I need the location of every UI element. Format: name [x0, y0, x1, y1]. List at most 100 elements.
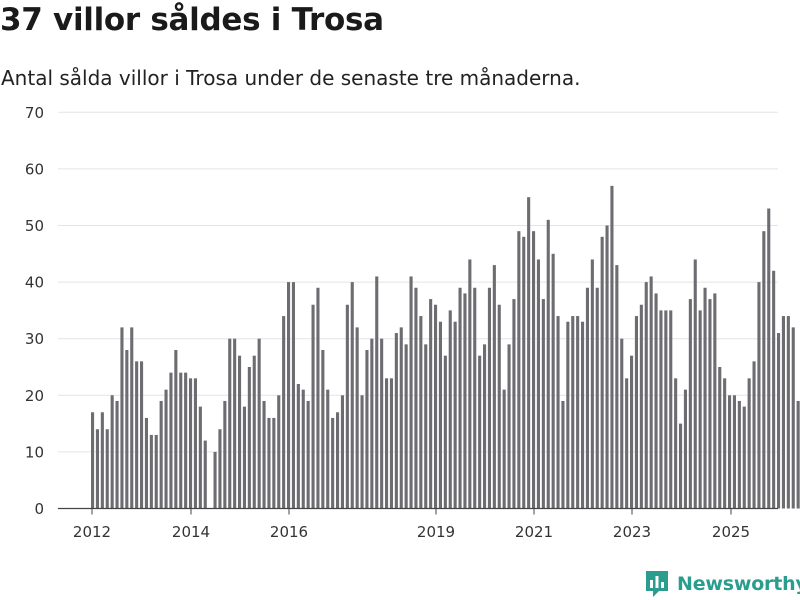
bar	[517, 231, 521, 509]
bar	[737, 400, 741, 509]
gridlines	[58, 111, 778, 453]
y-tick-label: 0	[34, 500, 44, 518]
bar	[551, 253, 555, 509]
bar	[556, 316, 560, 509]
x-tick-label: 2016	[270, 523, 308, 541]
bar	[144, 417, 148, 509]
bar	[777, 333, 781, 509]
bar	[218, 429, 222, 509]
bar	[620, 338, 624, 509]
newsworthy-icon	[646, 571, 668, 597]
bar	[336, 412, 340, 509]
bar	[340, 395, 344, 509]
bar	[453, 321, 457, 509]
bar	[536, 259, 540, 509]
bar	[223, 400, 227, 509]
bar	[345, 304, 349, 509]
bar	[198, 406, 202, 509]
x-tick-label: 2021	[515, 523, 553, 541]
bar	[630, 355, 634, 509]
bar	[571, 316, 575, 509]
bar	[625, 378, 629, 509]
y-tick-label: 50	[25, 217, 44, 235]
bar	[355, 327, 359, 509]
bar	[130, 327, 134, 509]
bar	[585, 287, 589, 509]
bar	[448, 310, 452, 509]
bar	[399, 327, 403, 509]
bar	[767, 208, 771, 509]
y-tick-label: 10	[25, 443, 44, 461]
bar	[713, 293, 717, 509]
bar	[189, 378, 193, 509]
bar	[791, 327, 795, 509]
bars	[91, 185, 800, 509]
bar	[527, 197, 531, 509]
bar	[649, 276, 653, 509]
bar	[546, 219, 550, 509]
bar	[301, 389, 305, 509]
bar	[174, 350, 178, 509]
bar	[473, 287, 477, 509]
bar	[193, 378, 197, 509]
chart-subtitle: Antal sålda villor i Trosa under de sena…	[1, 66, 581, 90]
bar	[135, 361, 139, 509]
y-tick-label: 20	[25, 387, 44, 405]
bar	[478, 355, 482, 509]
bar	[404, 344, 408, 509]
bar	[424, 344, 428, 509]
bar	[718, 367, 722, 509]
bar	[360, 395, 364, 509]
bar	[331, 417, 335, 509]
bar	[233, 338, 237, 509]
bar	[326, 389, 330, 509]
bar	[154, 434, 158, 509]
newsworthy-logo[interactable]: Newsworthy	[644, 568, 800, 600]
y-tick-label: 70	[25, 104, 44, 122]
bar	[502, 389, 506, 509]
bar	[287, 282, 291, 509]
bar	[507, 344, 511, 509]
bar	[532, 231, 536, 509]
bar	[576, 316, 580, 509]
bar	[370, 338, 374, 509]
bar	[277, 395, 281, 509]
bar	[443, 355, 447, 509]
bar	[747, 378, 751, 509]
bar	[296, 383, 300, 509]
bar	[512, 299, 516, 509]
bar	[291, 282, 295, 509]
x-axis: 2012 2014 2016 2019 2021 2023 2025	[58, 507, 778, 541]
bar	[708, 299, 712, 509]
bar	[125, 350, 129, 509]
bar	[242, 406, 246, 509]
bar	[321, 350, 325, 509]
bar	[463, 293, 467, 509]
bar	[115, 400, 119, 509]
bar	[306, 400, 310, 509]
bar	[659, 310, 663, 509]
bar	[693, 259, 697, 509]
bar	[169, 372, 173, 509]
bar	[679, 423, 683, 509]
bar	[752, 361, 756, 509]
bar	[350, 282, 354, 509]
bar	[654, 293, 658, 509]
bar	[184, 372, 188, 509]
x-tick-label: 2023	[613, 523, 651, 541]
bar	[644, 282, 648, 509]
bar	[100, 412, 104, 509]
bar	[492, 265, 496, 509]
bar	[664, 310, 668, 509]
bar	[581, 321, 585, 509]
y-tick-label: 40	[25, 274, 44, 292]
bar	[434, 304, 438, 509]
bar	[228, 338, 232, 509]
bar	[365, 350, 369, 509]
brand-name: Newsworthy	[677, 573, 800, 595]
bar	[91, 412, 95, 509]
bar	[522, 236, 526, 509]
bar	[757, 282, 761, 509]
bar	[723, 378, 727, 509]
bar	[688, 299, 692, 509]
